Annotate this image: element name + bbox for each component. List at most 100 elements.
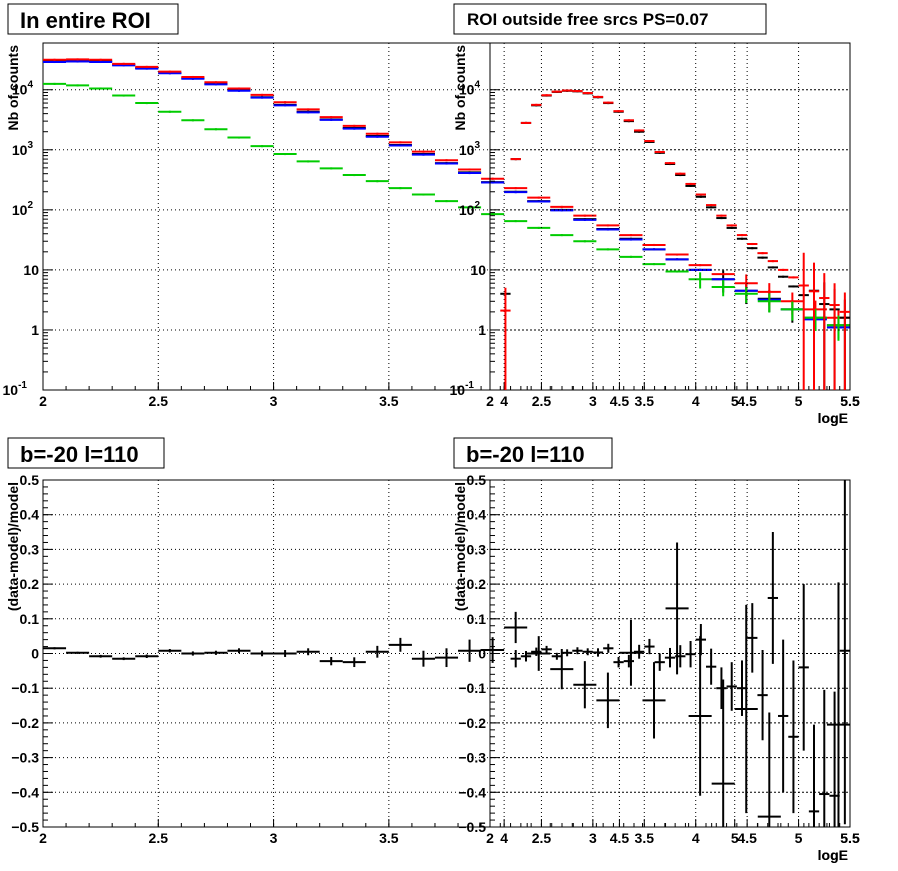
data-point <box>551 90 562 93</box>
data-point <box>527 196 551 199</box>
data-point <box>619 234 643 237</box>
data-point <box>767 266 778 269</box>
data-point <box>551 652 562 660</box>
data-point <box>562 89 573 92</box>
data-point <box>273 153 297 156</box>
y-axis-title: (data-model)/model <box>452 482 468 611</box>
y-axis-title: (data-model)/model <box>5 482 21 611</box>
data-point <box>550 234 574 237</box>
data-point <box>365 645 389 658</box>
data-point <box>664 162 676 165</box>
data-point <box>158 70 182 73</box>
data-point <box>734 286 758 304</box>
data-point <box>734 604 758 814</box>
x-tick-label: 3.5 <box>379 393 399 409</box>
data-point <box>592 95 604 98</box>
data-point <box>644 638 655 655</box>
data-point <box>227 136 251 139</box>
data-point <box>572 647 583 655</box>
data-point <box>342 657 366 668</box>
y-tick-label: 104 <box>459 80 481 98</box>
data-point <box>296 111 320 114</box>
y-tick-label: −0.4 <box>458 784 486 800</box>
data-point <box>500 287 511 390</box>
x-tick-label: 5.5 <box>840 830 860 846</box>
data-point <box>434 162 459 165</box>
data-point <box>644 139 655 143</box>
chart-title-box <box>7 437 165 469</box>
chart-title: b=-20 l=110 <box>466 442 585 467</box>
y-tick-label: 102 <box>12 200 34 218</box>
data-point <box>181 651 205 656</box>
chart-title: In entire ROI <box>20 8 151 33</box>
data-point <box>89 60 113 64</box>
y-tick-label: −0.2 <box>11 715 39 731</box>
data-point <box>706 204 717 207</box>
series-1 <box>500 89 850 390</box>
data-point <box>458 206 482 209</box>
data-point <box>411 150 435 153</box>
y-tick-label: 103 <box>459 140 481 158</box>
x-tick-label: 4.5 <box>737 393 757 409</box>
data-point <box>365 180 389 183</box>
data-point <box>819 273 830 390</box>
x-tick-label: 3 <box>270 393 278 409</box>
x-tick-label: 5 <box>795 393 803 409</box>
data-point <box>388 187 412 190</box>
data-point <box>227 648 251 654</box>
data-point <box>819 689 830 827</box>
data-point <box>664 647 676 668</box>
y-tick-label: −0.3 <box>11 750 39 766</box>
y-tick-label: 10-1 <box>3 380 28 398</box>
data-point <box>273 101 297 104</box>
series-0 <box>43 59 850 339</box>
data-point <box>89 654 113 658</box>
data-point <box>504 611 528 644</box>
data-point <box>112 62 136 65</box>
data-point <box>158 648 182 653</box>
y-tick-label: 0.2 <box>467 576 487 592</box>
y-tick-label: 104 <box>12 80 34 98</box>
data-point <box>757 650 768 741</box>
data-point <box>43 60 67 64</box>
data-point <box>803 308 827 332</box>
data-point <box>550 209 574 212</box>
data-point <box>510 158 521 161</box>
data-point <box>603 101 614 104</box>
data-point <box>788 285 799 288</box>
x-tick-label: 3 <box>589 830 597 846</box>
data-point <box>582 648 593 656</box>
data-point <box>342 124 366 127</box>
data-point <box>43 647 67 650</box>
data-point <box>808 262 820 390</box>
data-point <box>711 679 735 827</box>
x-tick-label: 3.5 <box>635 393 655 409</box>
data-point <box>716 667 727 710</box>
data-point <box>204 83 228 86</box>
data-point <box>619 255 643 258</box>
x-tick-label: 5 <box>795 830 803 846</box>
data-point <box>250 145 274 148</box>
data-point <box>726 662 737 711</box>
data-point <box>688 268 712 271</box>
data-point <box>757 293 781 313</box>
data-point <box>808 724 820 827</box>
data-point <box>388 637 412 652</box>
series-3 <box>43 82 850 341</box>
x-tick-label: 3 <box>270 830 278 846</box>
y-tick-label: 10-1 <box>450 380 475 398</box>
data-point <box>541 645 552 653</box>
data-point <box>388 141 412 144</box>
data-point <box>642 248 666 251</box>
data-point <box>778 268 789 271</box>
x-axis-title: logE <box>818 410 848 426</box>
chart-title: ROI outside free srcs PS=0.07 <box>467 10 708 29</box>
data-point <box>296 108 320 111</box>
data-point <box>642 662 666 739</box>
data-point <box>158 110 182 113</box>
y-tick-label: 10 <box>470 262 486 278</box>
y-tick-label: 0 <box>31 646 39 662</box>
chart-title-box <box>453 3 767 35</box>
